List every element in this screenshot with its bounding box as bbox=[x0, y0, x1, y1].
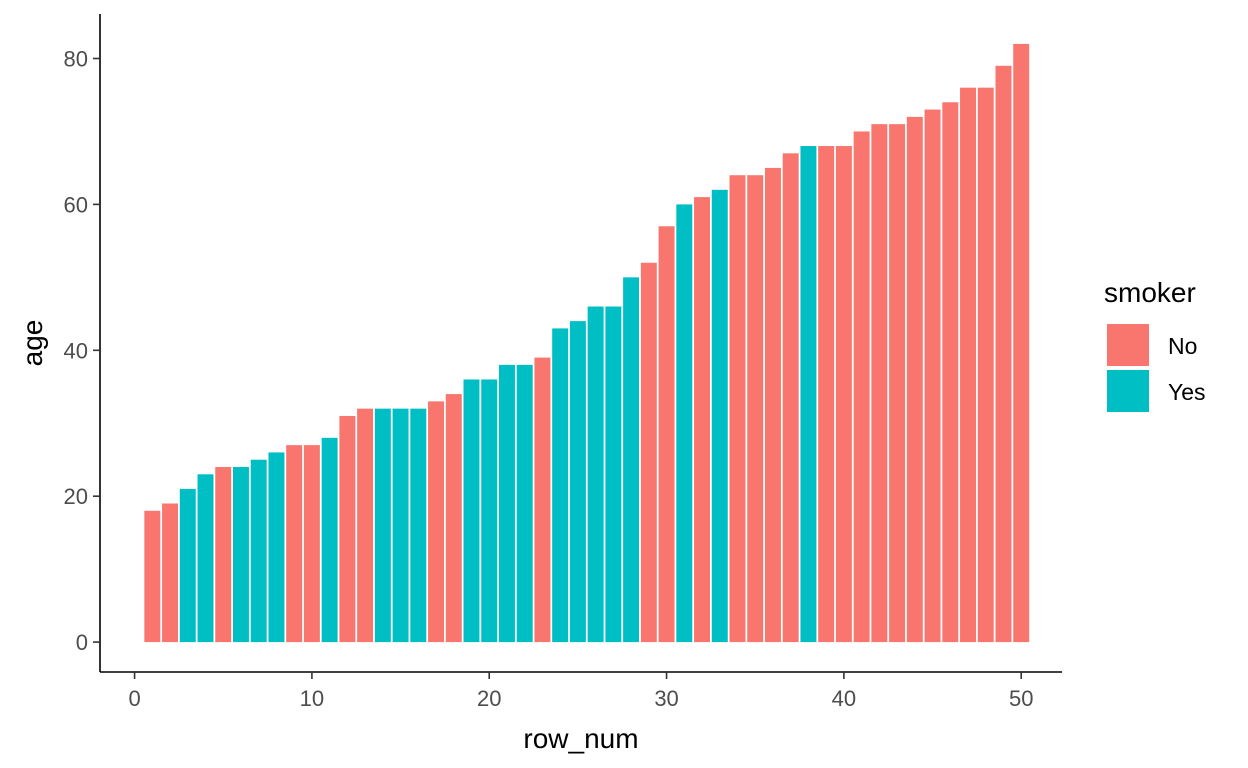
bar-29 bbox=[640, 262, 657, 643]
bars-layer bbox=[144, 43, 1030, 643]
bar-37 bbox=[782, 153, 799, 643]
bar-31 bbox=[676, 204, 693, 643]
y-tick-label-60: 60 bbox=[64, 192, 88, 217]
bar-3 bbox=[179, 488, 196, 643]
bar-47 bbox=[960, 87, 976, 643]
bar-30 bbox=[658, 226, 675, 643]
x-axis-title: row_num bbox=[523, 723, 638, 754]
y-tick-label-40: 40 bbox=[64, 338, 88, 363]
bar-34 bbox=[729, 175, 746, 643]
x-tick-label-30: 30 bbox=[654, 686, 678, 711]
x-tick-label-10: 10 bbox=[300, 686, 324, 711]
bar-40 bbox=[835, 146, 852, 643]
bar-18 bbox=[445, 394, 462, 643]
bar-5 bbox=[215, 467, 232, 643]
y-ticks: 0 20 40 60 80 bbox=[64, 46, 100, 655]
bar-26 bbox=[587, 306, 604, 643]
bar-6 bbox=[232, 467, 249, 643]
bar-42 bbox=[871, 124, 888, 643]
bar-25 bbox=[569, 321, 586, 643]
x-tick-label-50: 50 bbox=[1009, 686, 1033, 711]
bar-50 bbox=[1013, 43, 1030, 643]
bar-9 bbox=[286, 445, 303, 643]
legend-label-no: No bbox=[1168, 333, 1197, 359]
legend: smoker No Yes bbox=[1104, 277, 1206, 412]
bar-28 bbox=[623, 277, 640, 643]
bar-17 bbox=[428, 401, 445, 643]
y-axis-title: age bbox=[17, 320, 48, 367]
y-tick-label-80: 80 bbox=[64, 46, 88, 71]
bar-24 bbox=[552, 328, 569, 643]
legend-title: smoker bbox=[1104, 277, 1196, 308]
axes-layer bbox=[99, 14, 1062, 673]
bar-23 bbox=[534, 357, 551, 643]
bar-33 bbox=[711, 189, 728, 643]
legend-key-yes bbox=[1107, 370, 1149, 412]
bar-14 bbox=[374, 408, 391, 643]
bar-2 bbox=[162, 503, 179, 643]
bar-39 bbox=[818, 146, 835, 643]
bar-48 bbox=[977, 87, 994, 643]
bar-19 bbox=[463, 379, 480, 643]
bar-8 bbox=[268, 452, 285, 643]
x-tick-label-20: 20 bbox=[477, 686, 501, 711]
bar-41 bbox=[853, 131, 870, 643]
legend-label-yes: Yes bbox=[1168, 379, 1206, 405]
y-tick-label-0: 0 bbox=[76, 630, 88, 655]
bar-16 bbox=[410, 408, 427, 643]
bar-11 bbox=[321, 437, 338, 643]
bar-43 bbox=[889, 124, 906, 643]
bar-20 bbox=[481, 379, 498, 643]
x-tick-label-0: 0 bbox=[128, 686, 140, 711]
x-ticks: 0 10 20 30 40 50 bbox=[128, 672, 1033, 711]
bar-49 bbox=[995, 65, 1012, 643]
y-tick-label-20: 20 bbox=[64, 484, 88, 509]
bar-27 bbox=[605, 306, 622, 643]
bar-12 bbox=[339, 415, 356, 643]
bar-46 bbox=[942, 102, 959, 643]
bar-44 bbox=[906, 116, 923, 643]
bar-4 bbox=[197, 474, 214, 643]
bar-32 bbox=[694, 197, 711, 643]
bar-10 bbox=[303, 445, 320, 643]
bar-13 bbox=[357, 408, 374, 643]
bar-1 bbox=[144, 510, 161, 643]
bar-22 bbox=[516, 364, 533, 643]
bar-38 bbox=[800, 146, 817, 643]
bar-15 bbox=[392, 408, 409, 643]
bar-21 bbox=[498, 364, 515, 643]
bar-35 bbox=[747, 175, 764, 643]
bar-45 bbox=[924, 109, 941, 643]
legend-key-no bbox=[1107, 324, 1149, 366]
bar-36 bbox=[764, 167, 781, 643]
x-tick-label-40: 40 bbox=[832, 686, 856, 711]
bar-7 bbox=[250, 459, 267, 643]
